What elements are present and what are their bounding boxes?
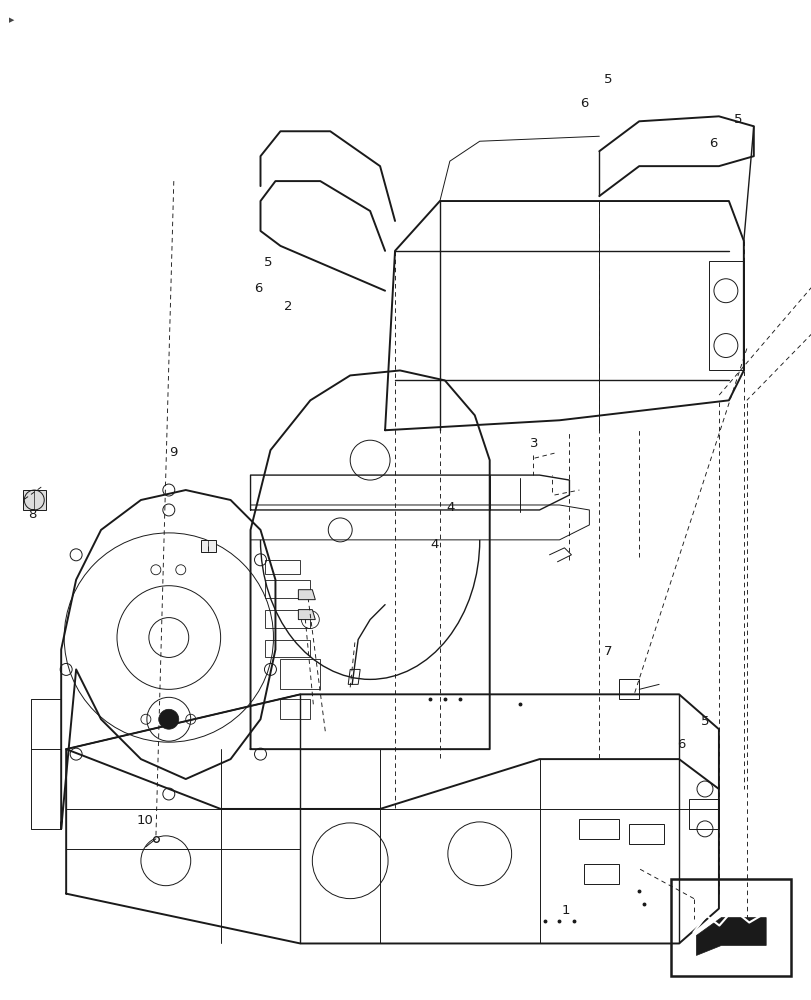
Polygon shape <box>200 540 216 552</box>
Polygon shape <box>298 590 315 600</box>
Polygon shape <box>24 490 46 510</box>
Bar <box>671 879 790 976</box>
Text: ▶: ▶ <box>10 17 15 23</box>
Text: 10: 10 <box>137 814 153 827</box>
Text: 8: 8 <box>28 508 36 521</box>
Text: 2: 2 <box>284 300 293 313</box>
Text: 6: 6 <box>676 738 684 751</box>
Text: 6: 6 <box>579 97 587 110</box>
Polygon shape <box>696 918 766 955</box>
Text: 4: 4 <box>446 501 454 514</box>
Text: 6: 6 <box>254 282 263 295</box>
Text: 5: 5 <box>264 256 272 269</box>
Text: 5: 5 <box>701 715 709 728</box>
Text: 9: 9 <box>169 446 177 459</box>
Circle shape <box>159 709 178 729</box>
Text: 5: 5 <box>732 113 741 126</box>
Text: 1: 1 <box>561 904 570 917</box>
Text: 4: 4 <box>430 538 438 551</box>
Text: 7: 7 <box>603 645 611 658</box>
Polygon shape <box>298 610 315 620</box>
Text: 3: 3 <box>529 437 538 450</box>
Text: 6: 6 <box>709 137 717 150</box>
Text: 5: 5 <box>603 73 611 86</box>
